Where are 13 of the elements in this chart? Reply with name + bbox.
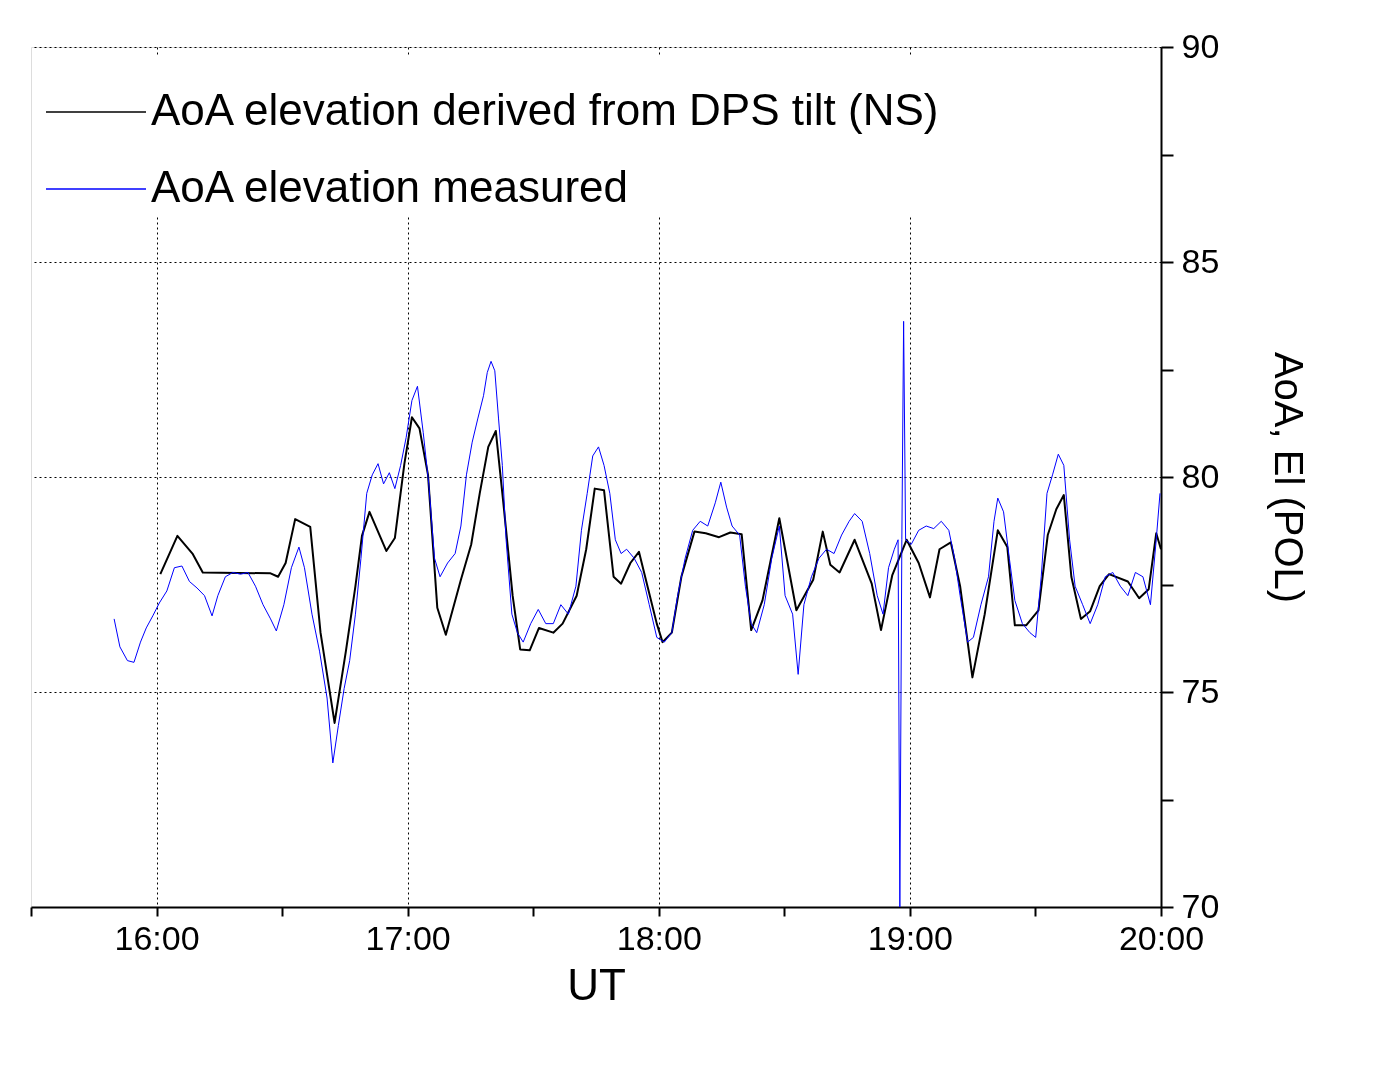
y2-tick-label: 90 <box>1181 26 1220 65</box>
y2-tick-label: 80 <box>1181 456 1220 495</box>
x-tick-label: 17:00 <box>365 918 451 957</box>
legend-label: AoA elevation measured <box>151 162 628 211</box>
y2-axis-title: AoA, El (POL) <box>1267 351 1312 604</box>
legend-label: AoA elevation derived from DPS tilt (NS) <box>151 85 939 134</box>
x-axis-title: UT <box>567 959 626 1009</box>
x-tick-label: 16:00 <box>114 918 200 957</box>
y2-tick-label: 85 <box>1181 241 1220 280</box>
x-tick-label: 18:00 <box>616 918 702 957</box>
line-series <box>113 320 1161 908</box>
x-tick-label: 19:00 <box>867 918 953 957</box>
y2-tick-label: 75 <box>1181 671 1220 710</box>
